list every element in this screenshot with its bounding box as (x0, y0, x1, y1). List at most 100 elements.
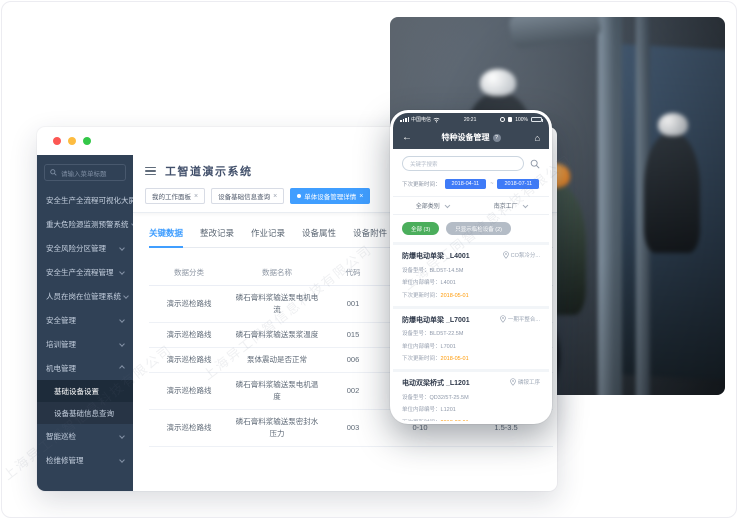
cell: 006 (325, 347, 381, 373)
list-item[interactable]: 电动双梁桥式 _L1201 磷铵工序 设备型号：QD32/5T-25.5M 单位… (393, 369, 549, 421)
sidebar-item-risk-zone[interactable]: 安全风险分区管理 (37, 236, 133, 260)
home-icon[interactable]: ⌂ (534, 132, 540, 143)
chevron-down-icon (119, 433, 125, 439)
close-window-button[interactable] (53, 137, 61, 145)
close-icon[interactable]: × (194, 192, 199, 200)
tag-bar: 我的工作面板 × 设备基础信息查询 × 单体设备管理详情 × (133, 186, 557, 213)
search-icon (50, 169, 57, 176)
date-to-button[interactable]: 2018-07-11 (497, 179, 540, 189)
category-dropdown[interactable]: 全部类别 (393, 197, 471, 214)
equipment-location: 磷铵工序 (517, 380, 540, 386)
mobile-title-wrap: 特种设备管理 ? (393, 132, 549, 143)
chevron-down-icon (522, 202, 528, 208)
date-separator: ~ (490, 181, 494, 187)
page-title: 工智道演示系统 (165, 166, 253, 178)
sidebar-item-equipment-info-query[interactable]: 设备基础信息查询 (37, 402, 133, 424)
list-item[interactable]: 防爆电动单梁 _L4001 CO泵冷分... 设备型号：BLD5T-14.5M … (393, 242, 549, 306)
internal-code-label: 单位内部编号： (402, 280, 441, 286)
alarm-icon (500, 117, 506, 122)
sidebar-item-label: 安全生产全流程可视化大屏 (46, 195, 133, 205)
internal-code-value: L1201 (440, 407, 456, 413)
maximize-window-button[interactable] (83, 137, 91, 145)
chevron-down-icon (444, 202, 450, 208)
sidebar-item-safety-mgmt[interactable]: 安全管理 (37, 308, 133, 332)
sidebar-item-personnel[interactable]: 人员在岗在位管理系统 (37, 284, 133, 308)
sidebar-search-input[interactable]: 请输入菜单标题 (44, 164, 126, 181)
sidebar-item-maintenance[interactable]: 检维修管理 (37, 448, 133, 472)
battery-percent: 100% (515, 116, 528, 123)
hamburger-menu-icon[interactable] (145, 166, 156, 176)
model-label: 设备型号： (402, 394, 430, 401)
minimize-window-button[interactable] (68, 137, 76, 145)
tab-label: 我的工作面板 (152, 194, 191, 201)
chevron-down-icon (123, 293, 129, 299)
sidebar-item-label: 培训管理 (46, 339, 76, 349)
next-update-label: 下次更新时间： (402, 356, 441, 362)
keyword-search-input[interactable]: 关键字搜索 (402, 156, 524, 171)
sidebar-item-safety-process[interactable]: 安全生产全流程管理 (37, 260, 133, 284)
location-pin-icon (510, 378, 516, 386)
search-placeholder: 关键字搜索 (410, 161, 438, 168)
white-helmet (658, 113, 688, 136)
cell: 演示巡检路线 (149, 285, 229, 323)
filter-chips: 全部 (3) 只显示临检设备 (2) (393, 215, 549, 242)
sidebar-item-smart-inspection[interactable]: 智能巡检 (37, 424, 133, 448)
tab-rectify-records[interactable]: 整改记录 (200, 228, 235, 238)
next-update-value: 2018-07-01 (441, 420, 469, 422)
chevron-down-icon (119, 269, 125, 275)
mobile-search-row: 关键字搜索 (393, 149, 549, 176)
sidebar-item-hazard-monitor[interactable]: 重大危险源监测预警系统 (37, 212, 133, 236)
sidebar-item-label: 智能巡检 (46, 431, 76, 441)
factory-dropdown[interactable]: 南京工厂 (471, 197, 549, 214)
wifi-icon (433, 117, 440, 122)
dropdown-value: 全部类别 (415, 204, 440, 210)
cell: 002 (325, 372, 381, 410)
tab-my-workbench[interactable]: 我的工作面板 × (145, 188, 206, 204)
tab-equipment-info-query[interactable]: 设备基础信息查询 × (211, 188, 285, 204)
chip-all[interactable]: 全部 (3) (402, 222, 440, 235)
close-icon[interactable]: × (273, 192, 278, 200)
table-row[interactable]: 演示巡检路线 磷石膏料浆输送泵密封水压力 003 0-10 1.5-3.5 (149, 409, 553, 447)
signal-bars-icon (400, 117, 409, 122)
sidebar-item-label: 基础设备设置 (54, 386, 99, 396)
sidebar-item-electromech[interactable]: 机电管理 (37, 356, 133, 380)
equipment-title: 防爆电动单梁 _L4001 (402, 253, 470, 260)
dropdown-value: 南京工厂 (493, 204, 518, 210)
cell: 磷石膏料浆输送泵密封水压力 (229, 409, 325, 447)
back-arrow-icon[interactable]: ← (402, 132, 412, 143)
model-value: BLD5T-14.5M (429, 267, 464, 274)
chevron-up-icon (119, 365, 125, 371)
carrier-label: 中国电信 (411, 117, 432, 123)
tab-equipment-detail-active[interactable]: 单体设备管理详情 × (290, 188, 371, 204)
search-icon[interactable] (530, 159, 540, 169)
tab-equipment-attrs[interactable]: 设备属性 (302, 228, 337, 238)
tab-equipment-attachments[interactable]: 设备附件 (353, 228, 388, 238)
sidebar-item-basic-equipment[interactable]: 基础设备设置 (37, 380, 133, 402)
chevron-down-icon (119, 317, 125, 323)
sidebar: 请输入菜单标题 安全生产全流程可视化大屏 重大危险源监测预警系统 安全风险分区管… (37, 155, 133, 491)
cell: 演示巡检路线 (149, 322, 229, 348)
sidebar-item-visual-screen[interactable]: 安全生产全流程可视化大屏 (37, 188, 133, 212)
sidebar-menu: 安全生产全流程可视化大屏 重大危险源监测预警系统 安全风险分区管理 安全生产全流… (37, 188, 133, 472)
sidebar-item-training[interactable]: 培训管理 (37, 332, 133, 356)
internal-code-value: L7001 (440, 343, 456, 350)
chip-pending-inspection[interactable]: 只显示临检设备 (2) (446, 222, 512, 235)
white-helmet (480, 69, 516, 96)
tab-key-data[interactable]: 关键数据 (149, 227, 184, 248)
col-header: 数据名称 (229, 260, 325, 286)
filter-dropdowns: 全部类别 南京工厂 (393, 196, 549, 215)
tab-work-records[interactable]: 作业记录 (251, 228, 286, 238)
active-dot-icon (297, 194, 302, 198)
sidebar-search-placeholder: 请输入菜单标题 (61, 170, 107, 178)
model-value: QD32/5T-25.5M (429, 394, 469, 401)
close-icon[interactable]: × (359, 192, 364, 200)
list-item[interactable]: 防爆电动单梁 _L7001 一期平整合... 设备型号：BLD5T-22.5M … (393, 305, 549, 370)
sidebar-item-label: 人员在岗在位管理系统 (46, 291, 121, 301)
help-badge-icon[interactable]: ? (492, 133, 501, 142)
sidebar-item-label: 重大危险源监测预警系统 (46, 219, 129, 229)
next-update-value: 2018-05-01 (440, 356, 469, 362)
cell: 015 (325, 322, 381, 348)
date-from-button[interactable]: 2018-04-11 (444, 179, 487, 189)
next-update-label: 下次更新时间： (402, 420, 441, 422)
chevron-down-icon (119, 245, 125, 251)
